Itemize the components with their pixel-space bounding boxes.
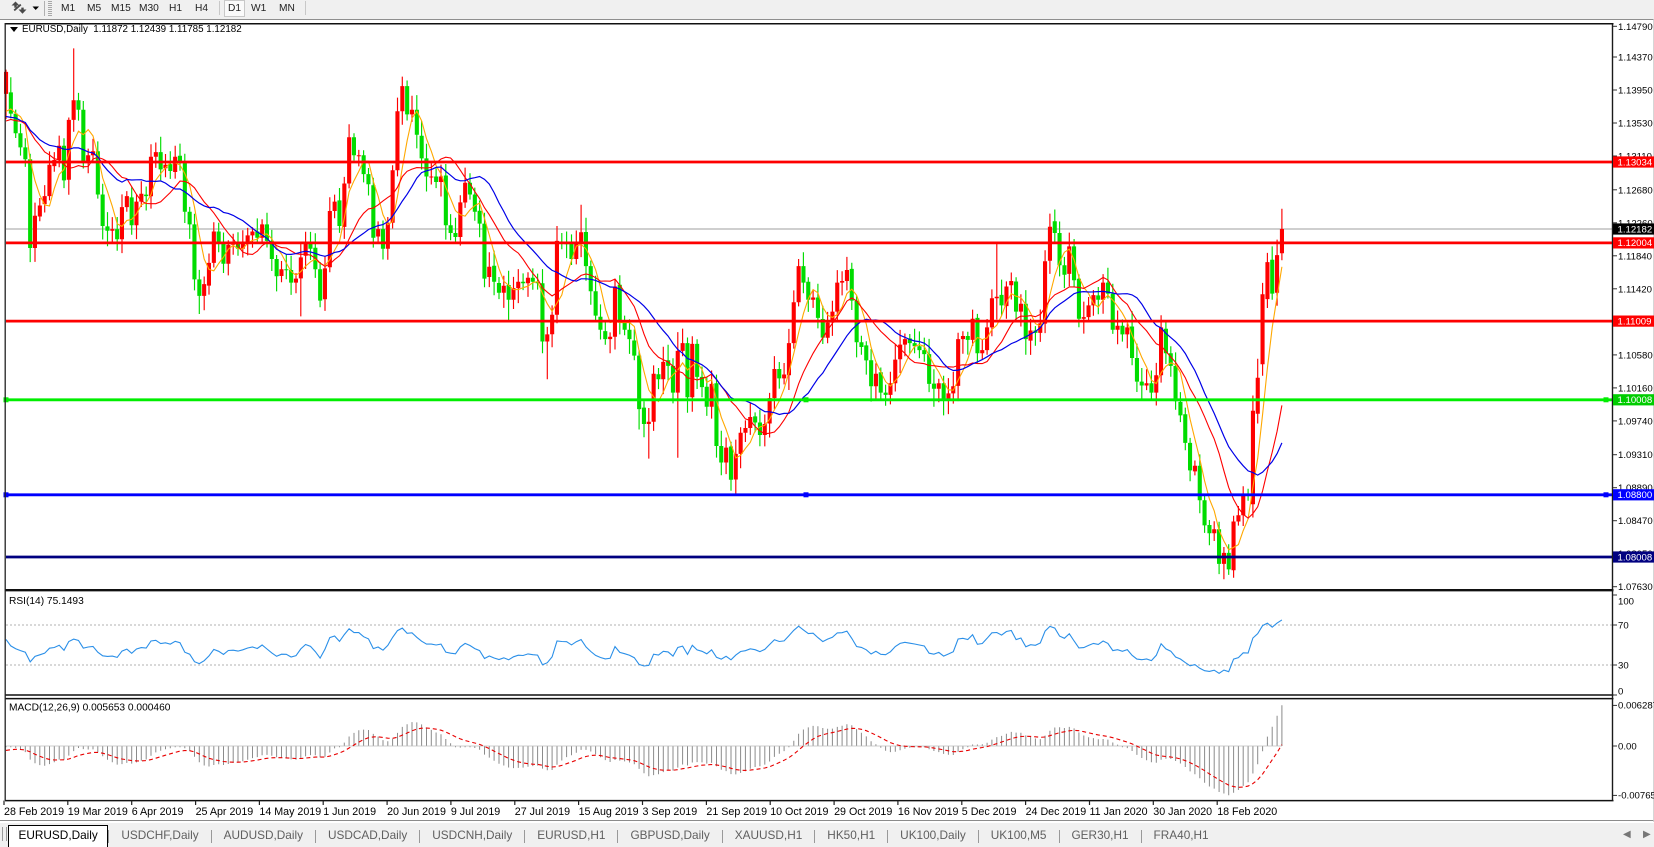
svg-text:100: 100 [1618,597,1634,608]
svg-text:16 Nov 2019: 16 Nov 2019 [898,806,959,818]
svg-text:RSI(14) 75.1493: RSI(14) 75.1493 [9,596,84,607]
svg-text:EURUSD,Daily 1.11872 1.12439: EURUSD,Daily 1.11872 1.12439 1.11785 1.1… [22,24,242,35]
svg-text:30: 30 [1618,661,1629,672]
svg-text:11 Jan 2020: 11 Jan 2020 [1090,806,1148,818]
svg-text:1.12004: 1.12004 [1618,238,1653,249]
svg-text:19 Mar 2019: 19 Mar 2019 [68,806,128,818]
svg-text:1.10580: 1.10580 [1618,350,1653,361]
svg-text:1.11009: 1.11009 [1618,316,1652,327]
svg-text:30 Jan 2020: 30 Jan 2020 [1153,806,1212,818]
svg-text:1.14370: 1.14370 [1618,53,1653,64]
svg-text:1.11420: 1.11420 [1618,284,1652,295]
svg-text:15 Aug 2019: 15 Aug 2019 [579,806,639,818]
svg-text:1.11840: 1.11840 [1618,251,1652,262]
svg-text:9 Jul 2019: 9 Jul 2019 [451,806,500,818]
svg-text:1.07630: 1.07630 [1618,582,1653,593]
svg-text:1.12680: 1.12680 [1618,185,1653,196]
svg-text:1.08470: 1.08470 [1618,516,1653,527]
svg-text:21 Sep 2019: 21 Sep 2019 [706,806,767,818]
svg-text:6 Apr 2019: 6 Apr 2019 [132,806,184,818]
svg-text:1.08800: 1.08800 [1618,490,1653,501]
svg-text:70: 70 [1618,621,1629,632]
svg-text:1.13034: 1.13034 [1618,157,1653,168]
svg-text:28 Feb 2019: 28 Feb 2019 [4,806,64,818]
svg-text:10 Oct 2019: 10 Oct 2019 [770,806,828,818]
svg-text:0.00: 0.00 [1618,742,1637,753]
svg-text:0: 0 [1618,687,1623,698]
svg-text:1.12182: 1.12182 [1618,224,1653,235]
svg-text:25 Apr 2019: 25 Apr 2019 [196,806,254,818]
svg-text:1.10008: 1.10008 [1618,395,1653,406]
svg-text:29 Oct 2019: 29 Oct 2019 [834,806,892,818]
svg-text:24 Dec 2019: 24 Dec 2019 [1026,806,1087,818]
svg-text:1.13530: 1.13530 [1618,119,1653,130]
svg-text:1.09310: 1.09310 [1618,450,1653,461]
svg-text:1.14790: 1.14790 [1618,22,1653,33]
svg-text:20 Jun 2019: 20 Jun 2019 [387,806,446,818]
svg-text:-0.007658: -0.007658 [1618,791,1654,802]
svg-text:MACD(12,26,9) 0.005653 0.00046: MACD(12,26,9) 0.005653 0.000460 [9,703,171,714]
svg-text:1 Jun 2019: 1 Jun 2019 [323,806,376,818]
svg-text:18 Feb 2020: 18 Feb 2020 [1217,806,1277,818]
svg-text:1.10160: 1.10160 [1618,383,1653,394]
svg-text:3 Sep 2019: 3 Sep 2019 [643,806,698,818]
svg-text:5 Dec 2019: 5 Dec 2019 [962,806,1017,818]
svg-text:27 Jul 2019: 27 Jul 2019 [515,806,570,818]
svg-text:1.08890: 1.08890 [1618,483,1653,494]
svg-text:14 May 2019: 14 May 2019 [259,806,321,818]
svg-text:1.08008: 1.08008 [1618,552,1653,563]
svg-text:0.006287: 0.006287 [1618,701,1654,712]
svg-text:1.13950: 1.13950 [1618,86,1653,97]
svg-text:1.09740: 1.09740 [1618,416,1653,427]
